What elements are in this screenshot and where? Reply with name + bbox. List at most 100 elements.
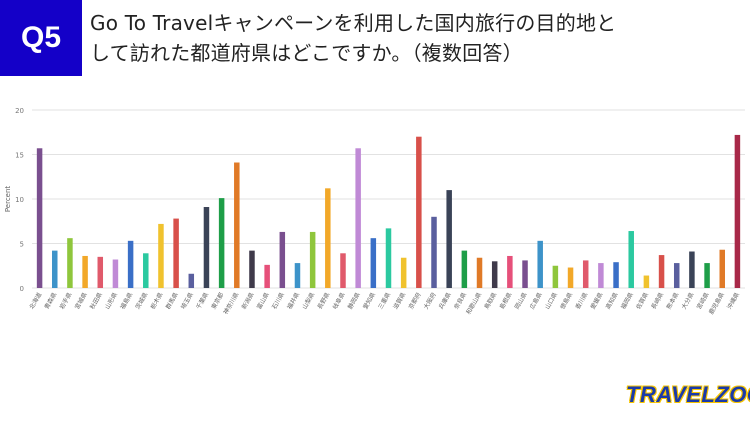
x-tick-label: 長野県 <box>316 291 332 311</box>
x-tick-label: 島根県 <box>498 291 514 311</box>
x-tick-label: 大阪府 <box>422 291 438 311</box>
x-tick-label: 岩手県 <box>58 291 74 311</box>
bar <box>52 250 58 288</box>
bar <box>325 188 331 288</box>
x-tick-label: 沖縄県 <box>725 291 741 311</box>
bar <box>203 207 210 288</box>
x-tick-label: 大分県 <box>680 291 696 311</box>
bar <box>416 136 422 288</box>
y-tick-label: 0 <box>20 285 24 293</box>
x-tick-label: 栃木県 <box>149 291 165 311</box>
bar <box>719 249 725 288</box>
bar <box>461 250 468 288</box>
x-tick-label: 青森県 <box>43 291 59 311</box>
bar <box>82 255 88 288</box>
bar <box>264 264 270 288</box>
x-tick-label: 静岡県 <box>346 291 362 311</box>
bar <box>400 257 407 288</box>
x-tick-label: 山梨県 <box>300 291 316 311</box>
y-tick-label: 20 <box>15 107 24 115</box>
bar <box>567 267 574 288</box>
bar <box>689 251 695 288</box>
bar <box>582 260 589 288</box>
bar <box>355 148 361 288</box>
x-tick-label: 茨城県 <box>134 291 150 311</box>
x-tick-label: 愛媛県 <box>589 291 605 311</box>
x-tick-label: 福井県 <box>285 291 301 311</box>
bar <box>370 238 377 288</box>
x-tick-label: 広島県 <box>528 291 544 311</box>
y-tick-label: 5 <box>20 241 24 249</box>
x-tick-label: 京都府 <box>407 291 423 311</box>
y-tick-label: 10 <box>15 196 24 204</box>
bar <box>552 265 559 288</box>
bar <box>218 198 225 288</box>
bar <box>340 253 346 288</box>
x-tick-label: 徳島県 <box>558 291 574 311</box>
x-tick-label: 宮崎県 <box>695 291 711 311</box>
x-tick-label: 富山県 <box>255 291 271 311</box>
title-line-1: Go To Travelキャンペーンを利用した国内旅行の目的地と <box>90 11 617 35</box>
bar <box>143 253 149 288</box>
x-tick-label: 山口県 <box>543 291 559 311</box>
x-tick-label: 千葉県 <box>194 291 210 311</box>
bar <box>188 273 195 288</box>
y-axis-label: Percent <box>4 186 12 213</box>
bar <box>158 223 164 288</box>
question-badge: Q5 <box>0 0 82 76</box>
x-tick-label: 高知県 <box>604 291 620 311</box>
bar <box>234 162 240 288</box>
title-line-2: して訪れた都道府県はどこですか。（複数回答） <box>90 41 523 65</box>
bar <box>658 255 665 288</box>
bar <box>67 238 73 288</box>
y-tick-label: 15 <box>15 152 24 160</box>
bar <box>643 275 650 288</box>
x-tick-label: 滋賀県 <box>391 291 407 311</box>
bar <box>613 262 619 288</box>
x-tick-label: 鳥取県 <box>482 291 498 311</box>
x-tick-label: 新潟県 <box>240 291 256 311</box>
bar <box>628 231 634 288</box>
bar <box>127 240 134 288</box>
x-tick-label: 福島県 <box>118 291 134 311</box>
x-tick-label: 佐賀県 <box>634 291 650 311</box>
x-tick-label: 宮城県 <box>73 291 89 311</box>
x-tick-label: 東京都 <box>209 291 225 311</box>
x-tick-label: 埼玉県 <box>179 291 195 311</box>
bar <box>522 260 528 288</box>
x-tick-label: 山形県 <box>103 291 119 311</box>
bar <box>173 218 179 288</box>
bar <box>309 231 316 288</box>
bar <box>491 261 498 288</box>
x-tick-label: 群馬県 <box>164 291 180 311</box>
x-tick-label: 岡山県 <box>513 291 529 311</box>
x-tick-label: 石川県 <box>271 292 286 311</box>
bar <box>446 190 452 288</box>
x-tick-label: 三重県 <box>376 291 392 311</box>
bar <box>598 263 604 288</box>
x-tick-label: 愛知県 <box>361 291 377 311</box>
bar <box>249 250 255 288</box>
brand-logo: TRAVELZOO® <box>626 382 750 410</box>
x-tick-label: 熊本県 <box>665 291 681 311</box>
bar <box>431 216 437 288</box>
brand-name: TRAVELZOO <box>626 382 750 407</box>
bar <box>507 255 513 288</box>
x-tick-label: 長崎県 <box>649 291 665 311</box>
x-tick-label: 兵庫県 <box>437 291 453 311</box>
bar <box>734 134 741 288</box>
bar <box>97 256 104 288</box>
x-tick-label: 秋田県 <box>88 291 104 311</box>
bar <box>385 228 392 288</box>
x-tick-label: 奈良県 <box>452 291 468 311</box>
bar <box>476 257 483 288</box>
bar <box>279 231 286 288</box>
bar <box>537 240 543 288</box>
bar <box>704 263 710 288</box>
bar-chart: 0 5 10 15 20 Percent 北海道 青森県 岩手県 宮城県 秋田県 山形県 福島県 茨城県栃… <box>4 107 745 316</box>
x-tick-label: 香川県 <box>574 291 590 311</box>
x-tick-label: 福岡県 <box>619 291 635 311</box>
bar <box>294 263 301 288</box>
bar <box>36 148 43 288</box>
x-tick-label: 北海道 <box>27 291 43 311</box>
